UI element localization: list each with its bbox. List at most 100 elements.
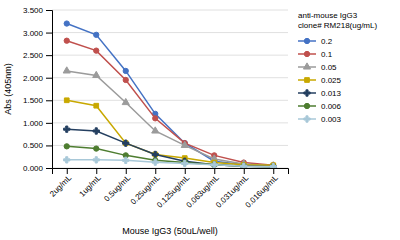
tick-mark (214, 168, 215, 174)
tick-label: 0.500 (23, 141, 44, 150)
legend-item: 0.1 (298, 50, 333, 59)
point (241, 163, 247, 168)
tick-mark (46, 55, 52, 56)
grid-line (52, 10, 288, 11)
legend-marker (304, 51, 309, 56)
point (181, 141, 188, 147)
legend-label: 0.006 (321, 102, 342, 111)
tick: 1.500 (23, 96, 52, 105)
point (211, 162, 217, 168)
series-line (67, 129, 274, 166)
point (212, 162, 217, 167)
tick-mark (155, 168, 156, 174)
point (153, 152, 158, 157)
grid-line (52, 122, 288, 123)
grid-line (52, 100, 288, 101)
tick-label: 2ug/mL (48, 173, 74, 199)
tick: 0.5ug/mL (102, 168, 132, 203)
x-axis: 2ug/mL1ug/mL0.5ug/mL0.25ug/mL0.125ug/mL0… (48, 168, 288, 210)
point (94, 103, 99, 108)
legend-item: 0.2 (298, 37, 333, 46)
point (64, 144, 69, 149)
tick-mark (46, 10, 52, 11)
point (93, 128, 99, 134)
legend-label: 0.05 (321, 63, 337, 72)
legend-marker (304, 90, 310, 96)
tick-label: 0.000 (23, 164, 44, 173)
point (64, 157, 70, 163)
legend-label: 0.1 (321, 50, 333, 59)
chart: 0.000 0.500 1.000 1.500 2.000 2.500 3.000 3.500… (0, 0, 400, 240)
legend-item: 0.013 (298, 89, 342, 98)
series-line (67, 24, 274, 166)
point (182, 160, 188, 166)
point (64, 98, 69, 103)
tick-label: 3.500 (23, 6, 44, 15)
grid (52, 10, 288, 168)
grid-line (52, 55, 288, 56)
tick-mark (46, 168, 52, 169)
tick-label: 0.5ug/mL (102, 173, 132, 203)
point (123, 68, 128, 73)
tick-label: 1.000 (23, 119, 44, 128)
legend-item: 0.003 (298, 115, 342, 124)
point (271, 164, 276, 168)
point (123, 141, 128, 146)
tick: 1.000 (23, 119, 52, 128)
legend-item: 0.025 (298, 76, 342, 85)
point (241, 164, 246, 168)
axis-line (46, 11, 53, 169)
tick: 2ug/mL (48, 168, 74, 199)
point (123, 157, 129, 163)
tick: 2.500 (23, 51, 52, 60)
point (123, 140, 129, 146)
point (94, 48, 99, 53)
marks (63, 21, 277, 168)
point (211, 162, 217, 168)
point (270, 163, 276, 168)
tick-mark (273, 168, 274, 174)
legend-marker (304, 116, 310, 122)
series-line (67, 100, 274, 165)
tick-label: 2.500 (23, 51, 44, 60)
point (93, 157, 99, 163)
point (63, 67, 70, 73)
point (94, 32, 99, 37)
tick: 3.500 (23, 6, 52, 15)
tick-mark (46, 145, 52, 146)
tick: 2.000 (23, 74, 52, 83)
tick-mark (96, 168, 97, 174)
tick-label: 0.016ug/mL (244, 173, 281, 210)
legend-label: 0.003 (321, 115, 342, 124)
legend-label: 0.013 (321, 89, 342, 98)
grid-line (52, 77, 288, 78)
tick-mark (126, 168, 127, 174)
point (64, 38, 69, 43)
tick: 0.016ug/mL (244, 168, 281, 210)
point (93, 71, 100, 77)
series-line (67, 71, 274, 166)
legend-marker (304, 103, 309, 108)
tick-label: 3.000 (23, 29, 44, 38)
legend-marker (303, 63, 310, 69)
point (64, 21, 69, 26)
tick: 0.000 (23, 164, 52, 173)
tick-mark (67, 168, 68, 174)
point (241, 163, 247, 168)
legend-marker (305, 78, 310, 83)
point (152, 151, 158, 157)
point (122, 98, 129, 104)
legend-title: anti-mouse IgG3clone# RM218(ug/mL) (298, 11, 377, 29)
tick-label: 1.500 (23, 96, 44, 105)
tick-mark (46, 78, 52, 79)
tick-label: 1ug/mL (78, 173, 104, 199)
point (94, 146, 99, 151)
point (153, 116, 158, 121)
tick-mark (46, 123, 52, 124)
series-line (67, 41, 274, 166)
plot: 0.000 0.500 1.000 1.500 2.000 2.500 3.000 3.500… (23, 6, 289, 210)
point (270, 163, 276, 168)
legend-label: 0.2 (321, 37, 333, 46)
legend-label: 0.025 (321, 76, 342, 85)
tick-mark (185, 168, 186, 174)
